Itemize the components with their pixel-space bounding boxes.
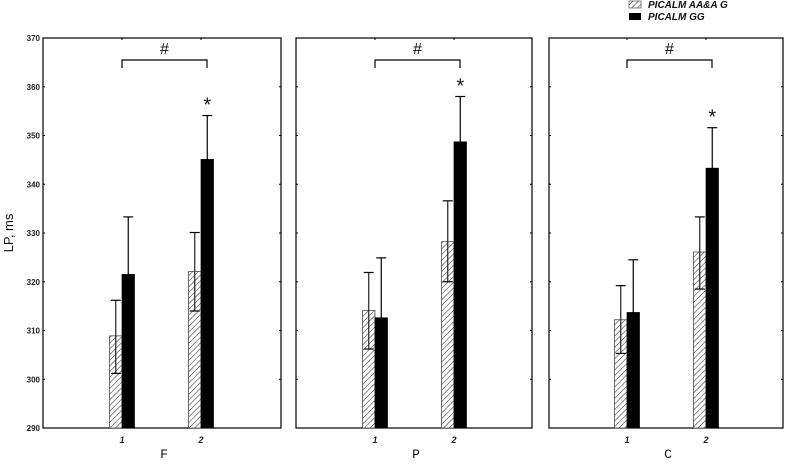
significance-bracket (626, 59, 713, 68)
y-axis-ticks: 290 300 310 320 330 340 350 360 370 (27, 34, 41, 433)
significance-hash-marker: # (665, 41, 674, 58)
bar-solid (626, 312, 640, 429)
bar-solid (200, 159, 214, 429)
significance-asterisk-marker: * (203, 95, 211, 117)
y-tick-label: 330 (27, 229, 41, 238)
legend-label-hatched: PICALM AA&A G (648, 0, 728, 11)
significance-bracket (374, 59, 461, 68)
y-tick-label: 350 (27, 132, 41, 141)
y-axis-title: LP, ms (1, 213, 16, 252)
bar-solid (705, 167, 719, 429)
significance-asterisk-marker: * (456, 76, 464, 98)
panel-c: 1 2 # * C (548, 37, 784, 462)
y-tick-label: 340 (27, 180, 41, 189)
legend: PICALM AA&A G PICALM GG (628, 0, 728, 23)
panel-f: 1 2 # * F (42, 37, 282, 462)
plot-frame (295, 37, 533, 429)
x-tick-label: 2 (197, 435, 203, 445)
x-tick-label: 1 (119, 435, 124, 445)
panels: 1 2 # * F 1 2 # * P 1 2 # * C (42, 37, 784, 462)
bar-solid (374, 317, 388, 429)
significance-bracket (121, 59, 208, 68)
y-tick-label: 310 (27, 327, 41, 336)
x-tick-label: 2 (450, 435, 456, 445)
y-tick-label: 300 (27, 375, 41, 384)
y-tick-label: 370 (27, 34, 41, 43)
legend-label-solid: PICALM GG (648, 12, 705, 23)
significance-asterisk-marker: * (708, 107, 716, 129)
hatched-swatch-icon (628, 0, 642, 9)
y-tick-label: 360 (27, 83, 41, 92)
x-tick-label: 2 (702, 435, 708, 445)
plot-frame (548, 37, 784, 429)
significance-hash-marker: # (413, 41, 422, 58)
plot-frame (42, 37, 282, 429)
panel-label: F (160, 447, 168, 460)
panel-p: 1 2 # * P (295, 37, 533, 462)
bar-solid (121, 274, 135, 429)
x-tick-label: 1 (372, 435, 377, 445)
solid-swatch-icon (629, 13, 641, 20)
legend-item-solid: PICALM GG (629, 12, 705, 23)
panel-label: C (664, 447, 672, 460)
x-tick-label: 1 (624, 435, 629, 445)
significance-hash-marker: # (160, 41, 169, 58)
legend-item-hatched: PICALM AA&A G (628, 0, 728, 11)
bar-solid (453, 141, 467, 429)
y-tick-label: 290 (27, 424, 41, 433)
panel-label: P (412, 447, 420, 460)
y-tick-label: 320 (27, 278, 41, 287)
